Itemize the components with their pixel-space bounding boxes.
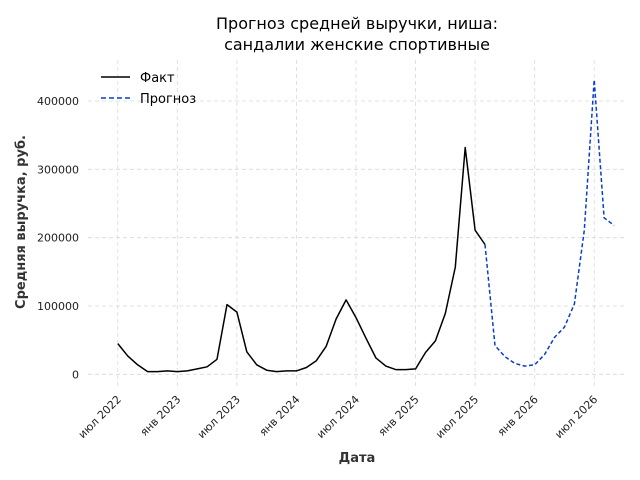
y-tick-label: 200000 — [37, 232, 79, 245]
forecast-series-line — [484, 79, 615, 367]
y-tick-label: 300000 — [37, 163, 79, 176]
legend-label-fact: Факт — [140, 71, 175, 86]
y-tick-label: 400000 — [37, 95, 79, 108]
x-axis-ticks: июл 2022 янв 2023 июл 2023 янв 2024 июл 2024… — [76, 393, 600, 441]
y-tick-label: 0 — [72, 368, 79, 381]
series-lines — [117, 79, 615, 373]
x-tick-label: июл 2022 — [76, 393, 124, 441]
chart-title-line-2: сандалии женские спортивные — [224, 35, 490, 54]
x-tick-label: янв 2023 — [138, 393, 184, 439]
y-axis-label: Средняя выручка, руб. — [14, 135, 29, 309]
x-tick-label: июл 2023 — [195, 393, 243, 441]
legend: Факт Прогноз — [101, 71, 196, 107]
y-tick-label: 100000 — [37, 300, 79, 313]
x-tick-label: янв 2025 — [376, 393, 422, 439]
grid — [88, 60, 624, 388]
x-tick-label: июл 2026 — [552, 393, 600, 441]
chart-title-line-1: Прогноз средней выручки, ниша: — [216, 14, 498, 33]
y-axis-ticks: 0 100000 200000 300000 400000 — [37, 95, 79, 381]
fact-series-line — [117, 146, 486, 373]
x-tick-label: июл 2025 — [433, 393, 481, 441]
x-tick-label: янв 2026 — [495, 393, 541, 439]
x-tick-label: июл 2024 — [314, 393, 362, 441]
x-tick-label: янв 2024 — [257, 393, 303, 439]
x-axis-label: Дата — [339, 451, 376, 466]
legend-label-forecast: Прогноз — [140, 92, 196, 107]
